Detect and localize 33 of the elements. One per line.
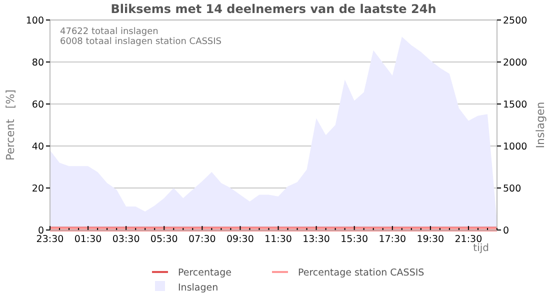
y-axis-title: Percent [%] [4,90,17,160]
x-tick-label: 15:30 [340,234,368,245]
chart-title: Bliksems met 14 deelnemers van de laatste 24h [110,2,436,16]
annotation: 6008 totaal inslagen station CASSIS [60,37,222,47]
y2-tick-label: 0 [503,226,510,236]
y-tick-label: 100 [26,16,44,26]
y-tick-label: 60 [32,100,44,110]
x-tick-label: 05:30 [150,234,178,245]
y-tick-label: 0 [38,226,44,236]
x-tick-label: 03:30 [112,234,140,245]
x-tick-label: 01:30 [74,234,102,245]
y-tick-label: 20 [32,184,44,194]
annotation: 47622 totaal inslagen [60,27,158,37]
y2-tick-label: 1000 [503,142,528,152]
y-tick-label: 80 [32,58,44,68]
x-tick-label: 13:30 [302,234,330,245]
x-tick-label: 21:30 [454,234,482,245]
y2-tick-label: 500 [503,184,522,194]
y-tick-label: 40 [32,142,44,152]
y2-axis-title: Inslagen [534,102,547,148]
x-tick-label: 19:30 [416,234,444,245]
y2-tick-label: 2500 [503,16,528,26]
y2-tick-label: 2000 [503,58,528,68]
x-tick-label: 11:30 [264,234,292,245]
x-tick-label: 09:30 [226,234,254,245]
y2-tick-label: 1500 [503,100,528,110]
legend-label: Inslagen [178,282,218,294]
x-tick-label: 07:30 [188,234,216,245]
x-tick-label: 23:30 [36,234,64,245]
legend-label: Percentage station CASSIS [298,268,424,278]
x-tick-label: 17:30 [378,234,406,245]
legend-label: Percentage [178,268,232,278]
x-axis-title: tijd [473,243,489,254]
